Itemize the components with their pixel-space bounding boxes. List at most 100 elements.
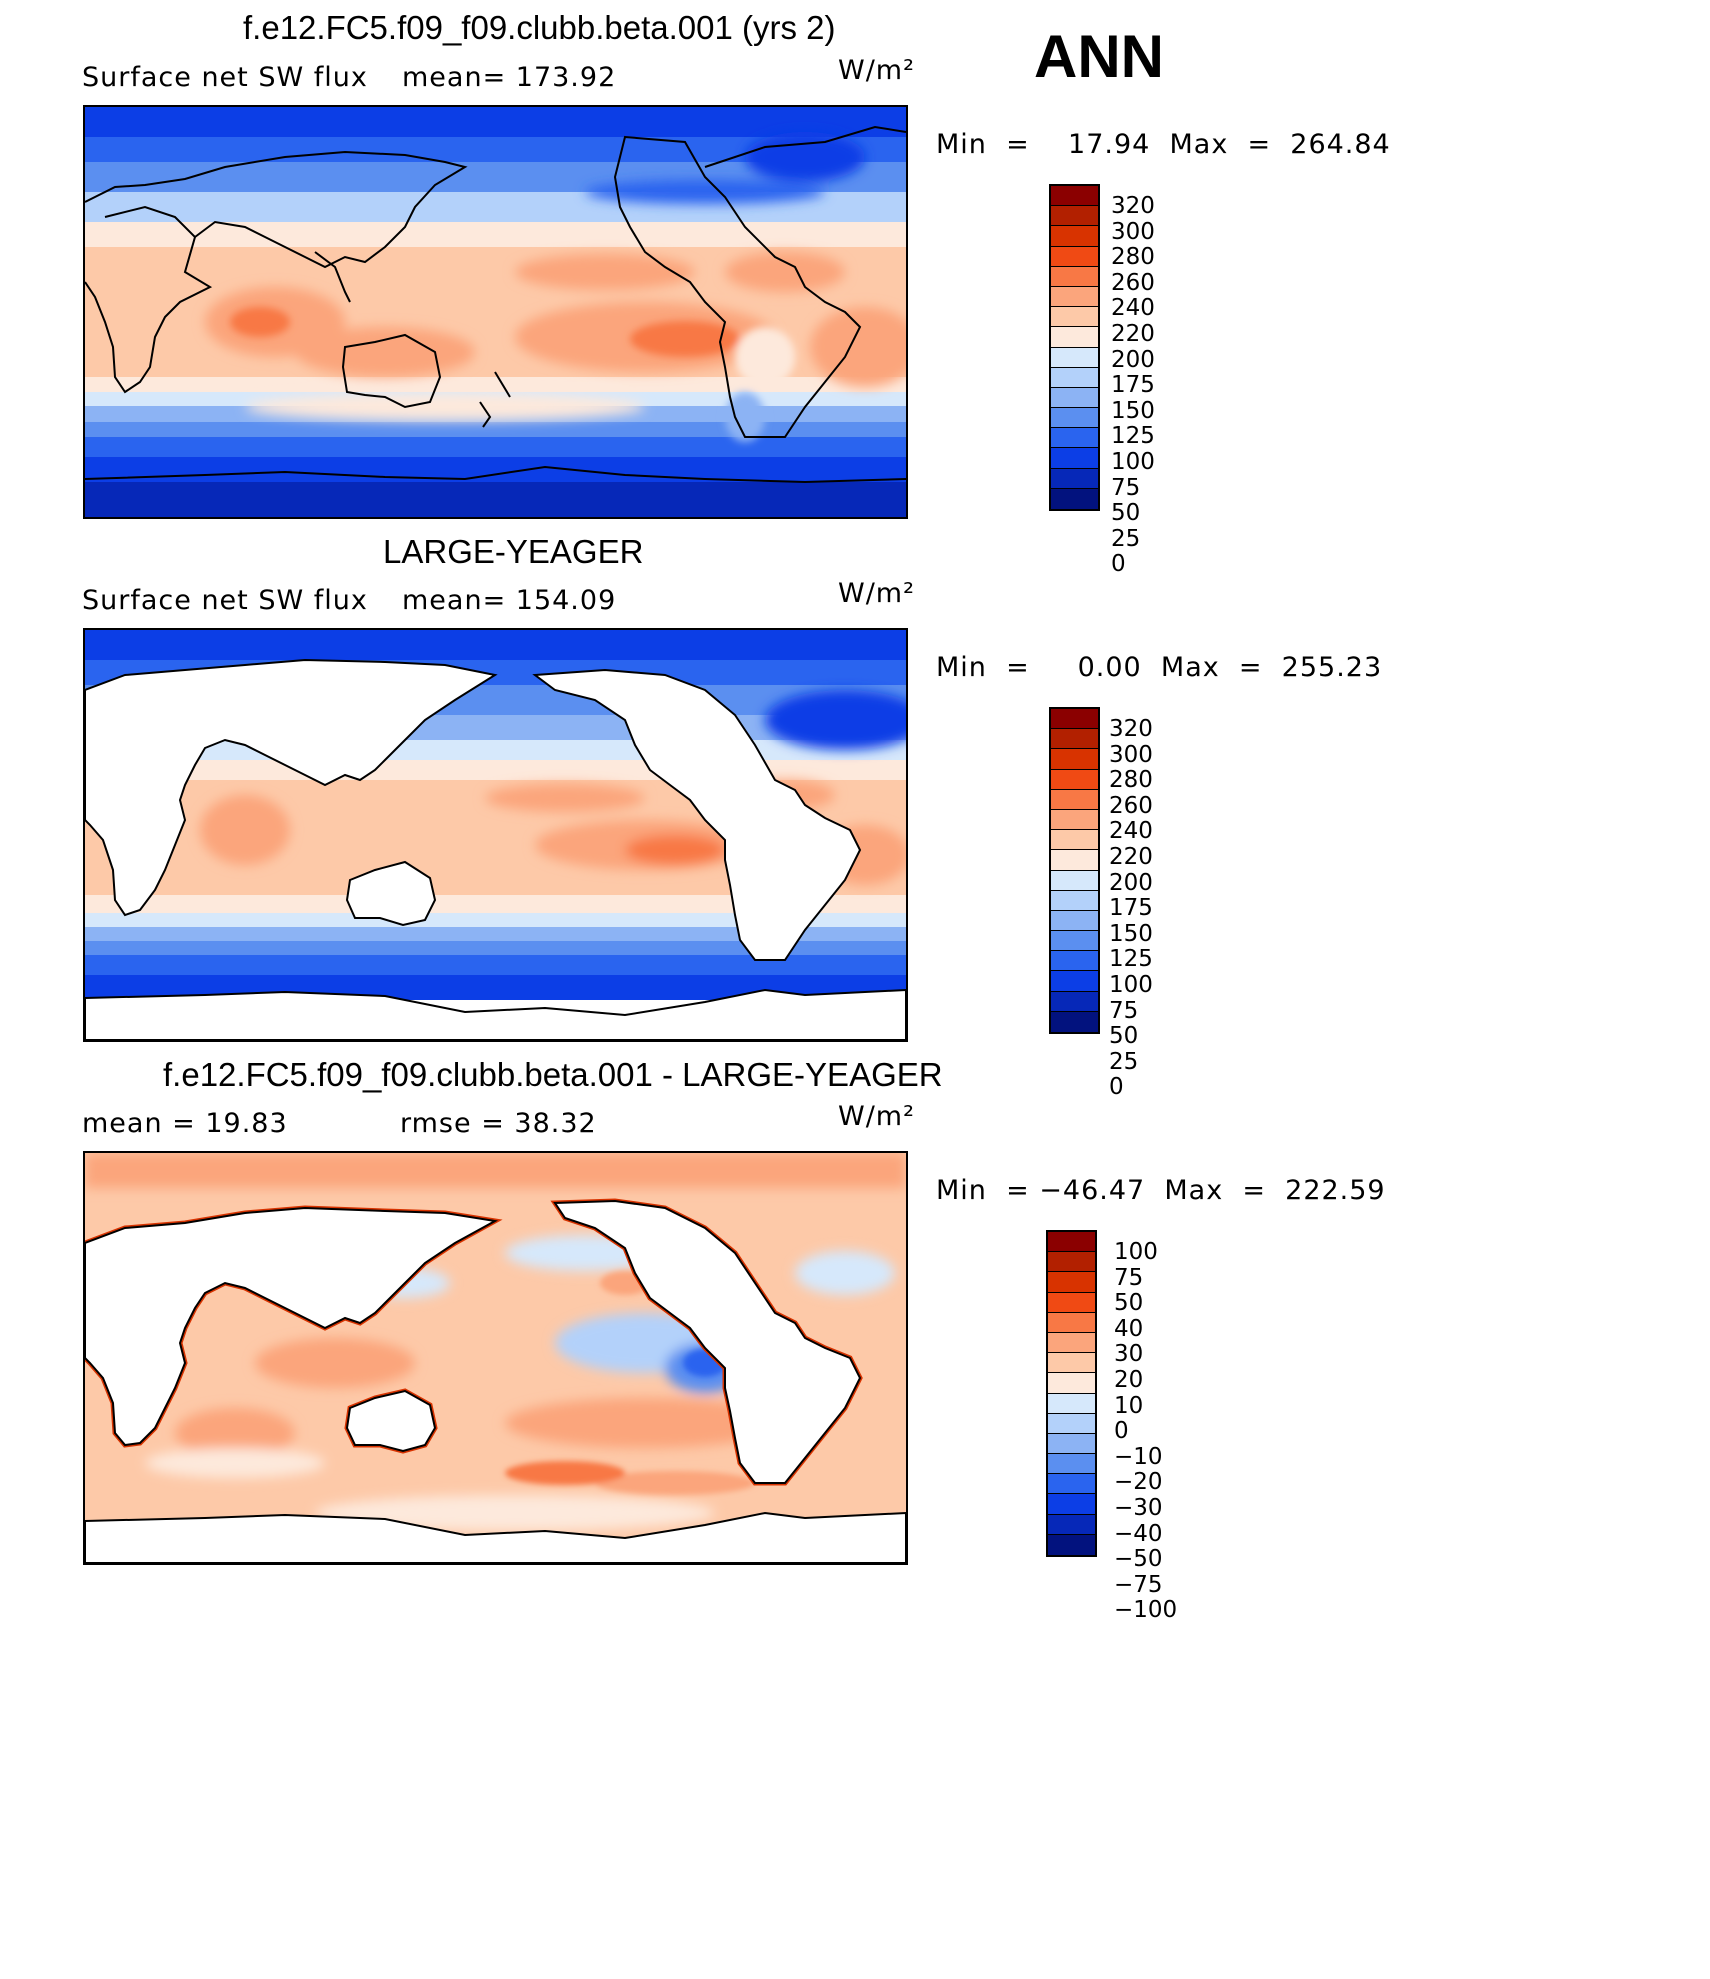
colorbar-tick-label: 280	[1109, 767, 1153, 794]
colorbar-tick-label: −30	[1114, 1494, 1163, 1521]
colorbar-tick-label: 50	[1114, 1290, 1144, 1317]
colorbar-tick-label: 40	[1114, 1315, 1144, 1342]
panel3-map	[83, 1151, 908, 1565]
colorbar-tick-label: 240	[1109, 818, 1153, 845]
colorbar-swatch	[1051, 307, 1098, 328]
colorbar-swatch	[1051, 327, 1098, 348]
panel1-title: f.e12.FC5.f09_f09.clubb.beta.001 (yrs 2)	[243, 9, 836, 46]
colorbar-tick-label: 150	[1111, 397, 1155, 424]
colorbar-tick-label: −75	[1114, 1571, 1163, 1598]
panel3-mean: mean = 19.83	[82, 1108, 288, 1139]
colorbar-swatch	[1048, 1353, 1095, 1374]
colorbar-swatch	[1051, 387, 1098, 409]
colorbar-tick-label: 125	[1109, 946, 1153, 973]
panel1-colorbar	[1049, 184, 1100, 511]
colorbar-tick-label: 220	[1111, 320, 1155, 347]
colorbar-swatch	[1051, 286, 1098, 308]
colorbar-tick-label: 125	[1111, 423, 1155, 450]
colorbar-swatch	[1051, 870, 1098, 891]
colorbar-tick-label: −20	[1114, 1469, 1163, 1496]
colorbar-swatch	[1051, 428, 1098, 449]
colorbar-tick-label: 10	[1114, 1392, 1144, 1419]
colorbar-swatch	[1048, 1454, 1095, 1475]
colorbar-swatch	[1048, 1433, 1095, 1455]
colorbar-tick-label: 320	[1109, 716, 1153, 742]
colorbar-tick-label: 50	[1109, 1023, 1139, 1050]
colorbar-tick-label: 300	[1109, 741, 1153, 768]
colorbar-swatch	[1051, 931, 1098, 952]
panel1-units: W/m²	[838, 55, 915, 86]
panel2-units: W/m²	[838, 578, 915, 609]
colorbar-swatch	[1051, 448, 1098, 469]
colorbar-tick-label: 25	[1109, 1048, 1139, 1075]
colorbar-tick-label: 240	[1111, 295, 1155, 322]
colorbar-tick-label: 260	[1109, 792, 1153, 819]
panel2-field-label: Surface net SW flux	[82, 585, 368, 616]
colorbar-swatch	[1048, 1252, 1095, 1273]
colorbar-swatch	[1051, 367, 1098, 388]
colorbar-swatch	[1051, 488, 1098, 509]
colorbar-tick-label: 75	[1109, 997, 1139, 1024]
colorbar-tick-label: 220	[1109, 843, 1153, 870]
colorbar-tick-label: 280	[1111, 244, 1155, 271]
panel1-minmax: Min = 17.94 Max = 264.84	[936, 129, 1391, 160]
colorbar-tick-label: −50	[1114, 1546, 1163, 1573]
colorbar-swatch	[1051, 266, 1098, 287]
colorbar-swatch	[1048, 1413, 1095, 1434]
panel2-colorbar-labels: 320 300 280 260 240 220 200 175 150 125 100 75 50 25 0	[1109, 716, 1153, 1101]
colorbar-swatch	[1048, 1292, 1095, 1313]
colorbar-swatch	[1048, 1373, 1095, 1394]
panel3-minmax: Min = −46.47 Max = 222.59	[936, 1175, 1386, 1206]
colorbar-tick-label: 150	[1109, 920, 1153, 947]
colorbar-swatch	[1051, 1011, 1098, 1032]
colorbar-tick-label: 300	[1111, 218, 1155, 245]
colorbar-tick-label: −100	[1114, 1597, 1178, 1624]
panel3-units: W/m²	[838, 1101, 915, 1132]
panel2-title: LARGE-YEAGER	[383, 533, 644, 570]
panel3-colorbar-labels: 100 75 50 40 30 20 10 0 −10 −20 −30 −40 −50 −75 −100	[1114, 1239, 1178, 1624]
colorbar-swatch	[1051, 468, 1098, 489]
colorbar-swatch	[1051, 789, 1098, 810]
colorbar-tick-label: 75	[1114, 1264, 1144, 1291]
panel3-rmse: rmse = 38.32	[400, 1108, 597, 1139]
colorbar-swatch	[1051, 809, 1098, 831]
panel2-mean: mean= 154.09	[402, 585, 617, 616]
colorbar-swatch	[1048, 1332, 1095, 1354]
colorbar-tick-label: 50	[1111, 500, 1141, 527]
panel2-colorbar	[1049, 707, 1100, 1034]
colorbar-tick-label: 0	[1111, 551, 1126, 578]
colorbar-tick-label: 175	[1109, 895, 1153, 922]
colorbar-swatch	[1051, 186, 1098, 207]
panel3-title: f.e12.FC5.f09_f09.clubb.beta.001 - LARGE…	[163, 1056, 943, 1093]
colorbar-tick-label: 75	[1111, 474, 1141, 501]
colorbar-tick-label: 25	[1111, 525, 1141, 552]
colorbar-swatch	[1048, 1494, 1095, 1515]
colorbar-swatch	[1048, 1272, 1095, 1293]
colorbar-swatch	[1048, 1312, 1095, 1333]
colorbar-swatch	[1051, 347, 1098, 368]
colorbar-swatch	[1051, 971, 1098, 992]
panel1-field-label: Surface net SW flux	[82, 62, 368, 93]
panel2-map	[83, 628, 908, 1042]
colorbar-swatch	[1051, 991, 1098, 1012]
colorbar-swatch	[1048, 1232, 1095, 1253]
colorbar-tick-label: −40	[1114, 1520, 1163, 1547]
colorbar-swatch	[1051, 246, 1098, 267]
colorbar-tick-label: 0	[1109, 1074, 1124, 1101]
colorbar-tick-label: −10	[1114, 1443, 1163, 1470]
panel1-mean: mean= 173.92	[402, 62, 617, 93]
colorbar-swatch	[1051, 749, 1098, 770]
colorbar-tick-label: 200	[1109, 869, 1153, 896]
season-label: ANN	[1034, 23, 1164, 90]
colorbar-tick-label: 320	[1111, 193, 1155, 219]
colorbar-tick-label: 100	[1111, 448, 1155, 475]
colorbar-tick-label: 0	[1114, 1418, 1129, 1445]
colorbar-swatch	[1048, 1514, 1095, 1535]
colorbar-tick-label: 20	[1114, 1366, 1144, 1393]
panel3-colorbar	[1046, 1230, 1097, 1557]
colorbar-tick-label: 100	[1109, 971, 1153, 998]
colorbar-tick-label: 30	[1114, 1341, 1144, 1368]
colorbar-swatch	[1051, 850, 1098, 871]
colorbar-swatch	[1051, 890, 1098, 911]
colorbar-swatch	[1051, 206, 1098, 227]
